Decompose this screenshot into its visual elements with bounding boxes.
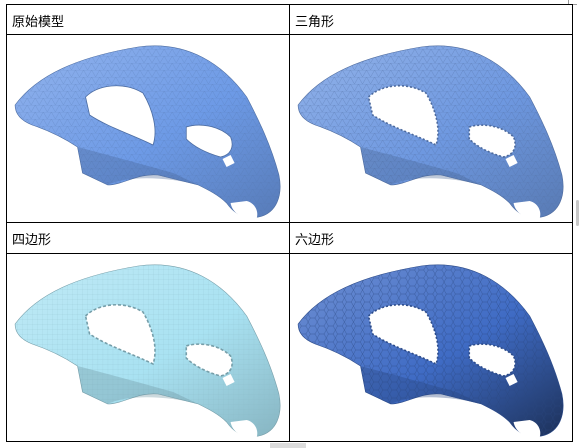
car-body-image-quad bbox=[14, 264, 281, 438]
label-cell-quad: 四边形 bbox=[6, 222, 290, 254]
front-wheel-arch bbox=[127, 185, 161, 212]
car-body-image-hex bbox=[297, 264, 564, 438]
label-quad: 四边形 bbox=[12, 233, 52, 249]
horizontal-scroll-hint[interactable] bbox=[270, 443, 306, 448]
car-body-image-triangle bbox=[297, 45, 564, 219]
car-body-shell bbox=[297, 264, 564, 438]
rear-window-opening bbox=[185, 342, 233, 377]
corner-mark bbox=[568, 0, 577, 5]
rear-window-opening bbox=[468, 342, 516, 377]
car-body-shell bbox=[14, 264, 281, 438]
car-body-shell bbox=[297, 45, 564, 219]
label-triangle: 三角形 bbox=[295, 15, 335, 30]
car-body-image-original bbox=[14, 45, 281, 219]
label-cell-triangle: 三角形 bbox=[289, 3, 573, 36]
label-hex: 六边形 bbox=[295, 233, 335, 249]
side-window-opening bbox=[367, 303, 439, 365]
car-body-shell bbox=[14, 45, 281, 219]
label-cell-original: 原始模型 bbox=[6, 3, 290, 36]
side-window-opening bbox=[367, 85, 439, 147]
label-cell-hex: 六边形 bbox=[289, 222, 573, 254]
rear-wheel-arch bbox=[513, 419, 541, 438]
comparison-table: 原始模型 三角形 四边形 六边形 bbox=[6, 3, 573, 443]
rear-wheel-arch bbox=[230, 419, 258, 438]
scrollbar-thumb[interactable] bbox=[576, 200, 579, 226]
side-window-opening bbox=[84, 303, 156, 365]
image-cell-triangle bbox=[289, 34, 573, 224]
rear-wheel-arch bbox=[513, 201, 541, 219]
rear-window-opening bbox=[185, 124, 233, 158]
label-original: 原始模型 bbox=[12, 15, 65, 30]
front-wheel-arch bbox=[410, 185, 444, 212]
image-cell-original bbox=[6, 34, 290, 224]
front-wheel-arch bbox=[410, 403, 444, 430]
front-wheel-arch bbox=[127, 403, 161, 430]
image-cell-quad bbox=[6, 252, 290, 443]
side-window-opening bbox=[85, 85, 156, 146]
rear-window-opening bbox=[468, 124, 516, 158]
rear-wheel-arch bbox=[230, 201, 258, 219]
image-cell-hex bbox=[289, 252, 573, 443]
